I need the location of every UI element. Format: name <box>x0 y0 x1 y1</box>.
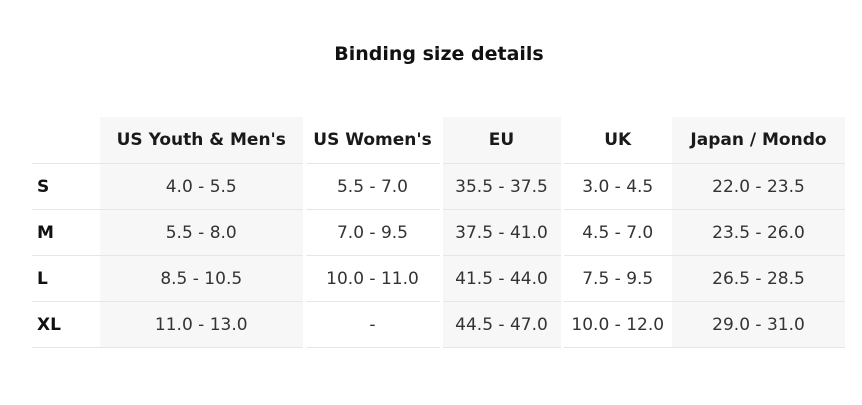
table-cell: 37.5 - 41.0 <box>439 209 562 256</box>
table-cell: 7.5 - 9.5 <box>560 255 672 302</box>
table-cell: 41.5 - 44.0 <box>439 255 562 302</box>
table-row: L 8.5 - 10.5 10.0 - 11.0 41.5 - 44.0 7.5… <box>32 255 845 302</box>
table-row: XL 11.0 - 13.0 - 44.5 - 47.0 10.0 - 12.0… <box>32 301 845 348</box>
corner-cell <box>32 117 100 164</box>
row-size-label: M <box>32 209 100 256</box>
table-header-row: US Youth & Men's US Women's EU UK Japan … <box>32 117 845 164</box>
table-title: Binding size details <box>334 43 544 65</box>
column-header-eu: EU <box>439 117 562 164</box>
table-row: S 4.0 - 5.5 5.5 - 7.0 35.5 - 37.5 3.0 - … <box>32 163 845 210</box>
table-cell: 10.0 - 11.0 <box>302 255 441 302</box>
row-size-label: L <box>32 255 100 302</box>
table-cell: 5.5 - 7.0 <box>302 163 441 210</box>
table-cell: 4.5 - 7.0 <box>560 209 672 256</box>
table-cell: 5.5 - 8.0 <box>100 209 304 256</box>
row-size-label: XL <box>32 301 100 348</box>
table-cell: 26.5 - 28.5 <box>672 255 845 302</box>
table-cell: 3.0 - 4.5 <box>560 163 672 210</box>
column-header-us-womens: US Women's <box>302 117 441 164</box>
table-cell: 29.0 - 31.0 <box>672 301 845 348</box>
table-cell: 7.0 - 9.5 <box>302 209 441 256</box>
table-cell: - <box>302 301 441 348</box>
table-cell: 35.5 - 37.5 <box>439 163 562 210</box>
table-cell: 10.0 - 12.0 <box>560 301 672 348</box>
row-size-label: S <box>32 163 100 210</box>
column-header-us-youth-mens: US Youth & Men's <box>100 117 304 164</box>
table-cell: 22.0 - 23.5 <box>672 163 845 210</box>
table-cell: 11.0 - 13.0 <box>100 301 304 348</box>
table-row: M 5.5 - 8.0 7.0 - 9.5 37.5 - 41.0 4.5 - … <box>32 209 845 256</box>
table-cell: 8.5 - 10.5 <box>100 255 304 302</box>
table-cell: 23.5 - 26.0 <box>672 209 845 256</box>
binding-size-table: US Youth & Men's US Women's EU UK Japan … <box>32 117 845 348</box>
table-cell: 44.5 - 47.0 <box>439 301 562 348</box>
column-header-japan-mondo: Japan / Mondo <box>672 117 845 164</box>
table-cell: 4.0 - 5.5 <box>100 163 304 210</box>
column-header-uk: UK <box>560 117 672 164</box>
